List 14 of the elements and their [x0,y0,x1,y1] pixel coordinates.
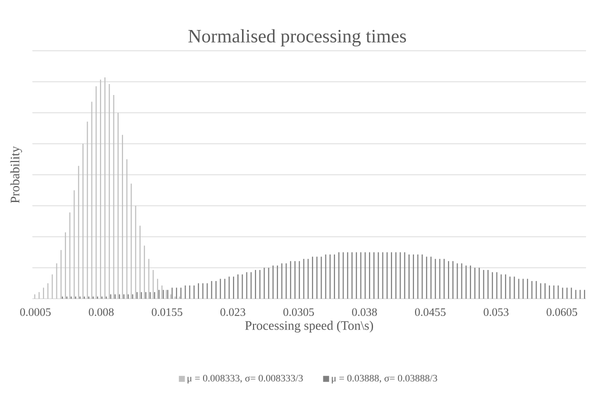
x-tick-label: 0.053 [484,308,508,316]
x-tick-label: 0.0005 [20,308,51,316]
x-tick-label: 0.0455 [415,308,446,316]
x-tick-label: 0.008 [88,308,114,316]
x-tick-label: 0.0305 [283,308,314,316]
legend-label: μ = 0.03888, σ= 0.03888/3 [332,374,438,384]
x-tick-label: 0.0155 [152,308,182,316]
x-tick-label: 0.038 [352,308,377,316]
y-axis-title: Probability [10,146,22,203]
legend-label: μ = 0.008333, σ= 0.008333/3 [188,374,303,384]
x-tick-label: 0.023 [220,308,246,316]
x-tick-label: 0.0605 [546,308,578,316]
x-axis-title: Processing speed (Ton\s) [245,320,374,332]
chart-title: Normalised processing times [188,29,406,46]
